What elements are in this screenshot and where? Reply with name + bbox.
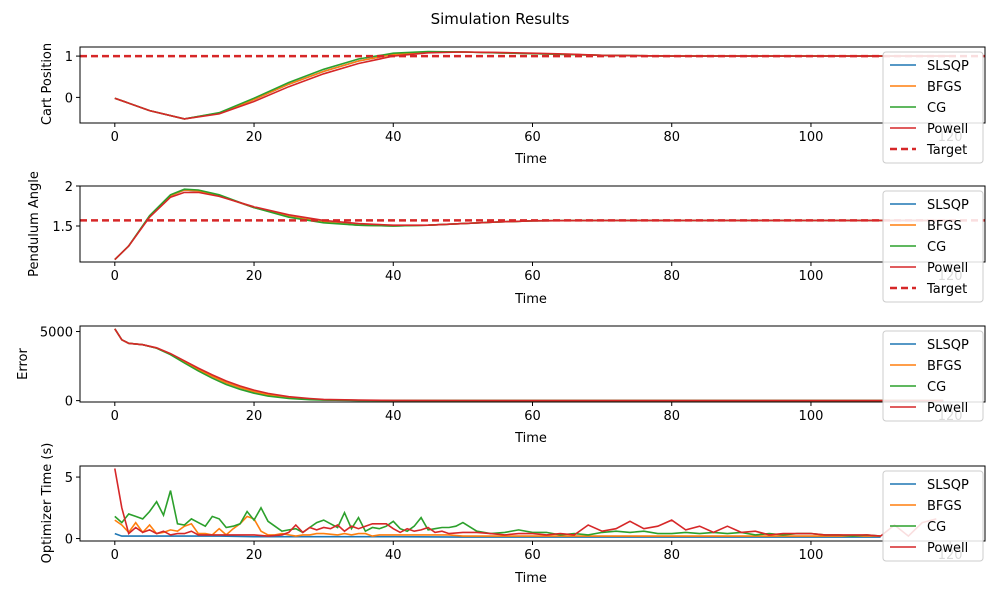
x-tick-label: 100	[799, 130, 824, 145]
subplot-error: Error Time	[16, 348, 547, 446]
ylabel-cart-position: Cart Position	[40, 43, 55, 125]
x-tick-label: 100	[799, 409, 824, 424]
x-tick-label: 80	[663, 548, 680, 563]
x-tick-label: 80	[663, 130, 680, 145]
legend-label-cg: CG	[927, 380, 946, 395]
legend: SLSQP BFGS CG Powell	[882, 330, 984, 422]
plot-area-3: 02040608010012005	[65, 465, 986, 563]
x-tick-label: 60	[524, 409, 541, 424]
legend-label-cg: CG	[927, 240, 946, 255]
x-tick-label: 100	[799, 269, 824, 284]
series-line-cg	[114, 490, 881, 537]
y-tick-label: 1.5	[52, 220, 73, 235]
y-tick-label: 0	[65, 91, 73, 106]
series-line-powell	[114, 468, 937, 538]
legend-box	[882, 190, 984, 303]
y-tick-label: 0	[65, 533, 73, 548]
y-tick-label: 1	[65, 50, 73, 65]
legend: SLSQP BFGS CG Powell	[882, 470, 984, 562]
axes-frame	[79, 46, 986, 124]
x-tick-label: 40	[385, 548, 402, 563]
legend-label-slsqp: SLSQP	[927, 198, 969, 213]
x-tick-label: 0	[111, 269, 119, 284]
ylabel-optimizer-time: Optimizer Time (s)	[40, 443, 55, 564]
figure-title: Simulation Results	[431, 10, 570, 28]
axes-frame	[79, 185, 986, 263]
legend: SLSQP BFGS CG Powell Target	[882, 190, 984, 303]
series-line-cg	[114, 188, 951, 261]
series-line-slsqp	[114, 328, 944, 402]
legend-label-powell: Powell	[927, 541, 968, 556]
legend-box	[882, 330, 984, 422]
x-tick-label: 0	[111, 548, 119, 563]
legend-label-cg: CG	[927, 520, 946, 535]
legend-label-cg: CG	[927, 101, 946, 116]
legend-label-target: Target	[926, 282, 967, 297]
x-tick-label: 80	[663, 409, 680, 424]
ylabel-pendulum-angle: Pendulum Angle	[27, 171, 42, 277]
xlabel-cart-position: Time	[514, 152, 547, 167]
legend-box	[882, 470, 984, 562]
series-line-cg	[114, 50, 951, 120]
x-tick-label: 60	[524, 269, 541, 284]
series-line-powell	[114, 191, 951, 261]
legend-box	[882, 51, 984, 164]
legend-label-slsqp: SLSQP	[927, 338, 969, 353]
y-tick-label: 0	[65, 395, 73, 410]
x-tick-label: 60	[524, 130, 541, 145]
ylabel-error: Error	[16, 348, 31, 380]
legend-label-powell: Powell	[927, 261, 968, 276]
plot-area-0: 02040608010012001	[65, 46, 986, 145]
xlabel-optimizer-time: Time	[514, 571, 547, 586]
series-line-bfgs	[114, 328, 944, 402]
plot-area-1: 0204060801001201.52	[52, 180, 986, 284]
legend-label-powell: Powell	[927, 122, 968, 137]
x-tick-label: 40	[385, 269, 402, 284]
series-line-cg	[114, 328, 944, 402]
series-line-powell	[114, 328, 944, 402]
x-tick-label: 40	[385, 409, 402, 424]
x-tick-label: 20	[246, 548, 263, 563]
series-line-bfgs	[114, 515, 881, 537]
y-tick-label: 5	[65, 471, 73, 486]
legend-label-target: Target	[926, 143, 967, 158]
x-tick-label: 40	[385, 130, 402, 145]
series-line-slsqp	[114, 532, 881, 538]
series-line-powell	[114, 51, 951, 120]
legend-label-slsqp: SLSQP	[927, 478, 969, 493]
x-tick-label: 60	[524, 548, 541, 563]
legend-label-bfgs: BFGS	[927, 219, 962, 234]
x-tick-label: 20	[246, 269, 263, 284]
legend-label-bfgs: BFGS	[927, 80, 962, 95]
legend: SLSQP BFGS CG Powell Target	[882, 51, 984, 164]
subplot-pendulum-angle: Pendulum Angle Time	[27, 171, 547, 307]
subplot-cart-position: Cart Position Time	[40, 43, 547, 167]
x-tick-label: 80	[663, 269, 680, 284]
legend-label-bfgs: BFGS	[927, 359, 962, 374]
y-tick-label: 5000	[40, 326, 73, 341]
y-tick-label: 2	[65, 180, 73, 195]
xlabel-error: Time	[514, 431, 547, 446]
subplot-optimizer-time: Optimizer Time (s) Time	[40, 443, 547, 586]
x-tick-label: 0	[111, 409, 119, 424]
axes-frame	[79, 325, 986, 403]
series-line-bfgs	[114, 189, 951, 261]
x-tick-label: 100	[799, 548, 824, 563]
legend-label-powell: Powell	[927, 401, 968, 416]
x-tick-label: 20	[246, 409, 263, 424]
legend-label-bfgs: BFGS	[927, 499, 962, 514]
xlabel-pendulum-angle: Time	[514, 292, 547, 307]
legend-label-slsqp: SLSQP	[927, 59, 969, 74]
axes-frame	[79, 465, 986, 542]
series-line-slsqp	[114, 51, 951, 120]
series-line-bfgs	[114, 51, 951, 120]
plot-area-2: 02040608010012005000	[40, 325, 986, 424]
series-line-slsqp	[114, 189, 951, 261]
x-tick-label: 0	[111, 130, 119, 145]
x-tick-label: 20	[246, 130, 263, 145]
